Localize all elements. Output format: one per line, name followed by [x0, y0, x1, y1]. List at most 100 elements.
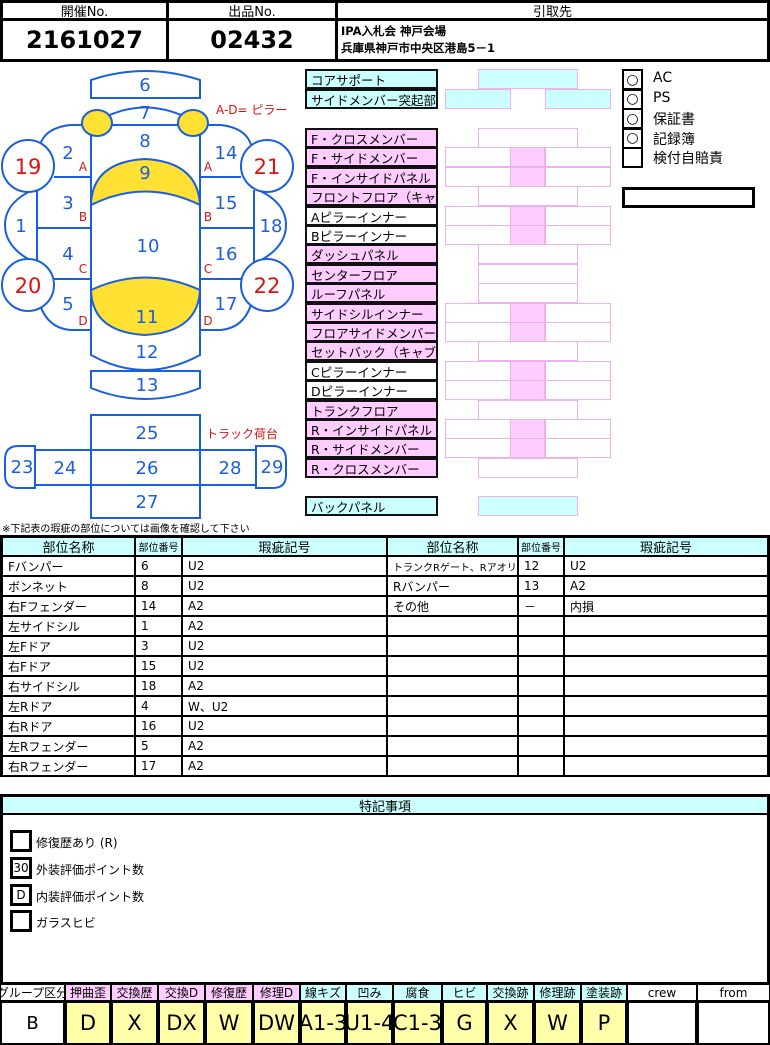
- notes-checkbox[interactable]: 30: [10, 857, 32, 879]
- part-number-8[interactable]: 8: [139, 131, 150, 152]
- part-number-9[interactable]: 9: [139, 163, 150, 184]
- frame-box-left[interactable]: [445, 419, 511, 439]
- equipment-extra-field[interactable]: [622, 187, 755, 208]
- part-number-21[interactable]: 21: [254, 155, 281, 179]
- frame-box-center[interactable]: [478, 400, 578, 420]
- frame-box-middle[interactable]: [510, 167, 545, 187]
- frame-box-center[interactable]: [478, 244, 578, 264]
- notes-checkbox[interactable]: D: [10, 884, 32, 906]
- truck-bed: [90, 414, 201, 519]
- frame-box-right[interactable]: [545, 419, 611, 439]
- frame-box-center[interactable]: [478, 264, 578, 284]
- part-number-2[interactable]: 2: [62, 143, 73, 164]
- part-number-29[interactable]: 29: [261, 457, 284, 478]
- legend-header: グループ区分: [0, 982, 65, 1001]
- part-number-23[interactable]: 23: [11, 457, 34, 478]
- frame-label-9: サイドシルインナー: [305, 303, 438, 323]
- part-number-5[interactable]: 5: [62, 294, 73, 315]
- part-number-27[interactable]: 27: [136, 492, 159, 513]
- part-number-10[interactable]: 10: [137, 236, 160, 257]
- part-number-17[interactable]: 17: [215, 294, 238, 315]
- damage-part-number: 15: [135, 656, 182, 676]
- part-number-25[interactable]: 25: [136, 423, 159, 444]
- frame-box-right[interactable]: [545, 322, 611, 342]
- frame-box-center[interactable]: [478, 128, 578, 148]
- part-number-24[interactable]: 24: [54, 458, 77, 479]
- part-number-1[interactable]: 1: [15, 216, 26, 237]
- part-number-20[interactable]: 20: [15, 274, 42, 298]
- part-number-14[interactable]: 14: [215, 143, 238, 164]
- frame-box-center[interactable]: [478, 283, 578, 303]
- damage-part-number: [518, 656, 564, 676]
- frame-box-left[interactable]: [445, 206, 511, 226]
- part-number-12[interactable]: 12: [136, 342, 159, 363]
- part-number-3[interactable]: 3: [62, 193, 73, 214]
- frame-box-left[interactable]: [445, 322, 511, 342]
- pickup-address: IPA入札会 神戸会場 兵庫県神戸市中央区港島5－1: [341, 23, 495, 57]
- notes-checkbox[interactable]: [10, 830, 32, 852]
- frame-box-middle[interactable]: [510, 225, 545, 245]
- part-number-11[interactable]: 11: [136, 307, 159, 328]
- part-number-26[interactable]: 26: [136, 458, 159, 479]
- part-number-6[interactable]: 6: [139, 75, 150, 96]
- frame-box-left[interactable]: [445, 380, 511, 400]
- frame-box-right[interactable]: [545, 206, 611, 226]
- frame-box-left[interactable]: [445, 147, 511, 167]
- damage-part-name: [387, 616, 518, 636]
- frame-box-side-member-left[interactable]: [445, 89, 511, 109]
- frame-box-right[interactable]: [545, 167, 611, 187]
- equipment-checkbox[interactable]: ○: [622, 127, 643, 149]
- frame-box-left[interactable]: [445, 167, 511, 187]
- frame-box-core-support[interactable]: [478, 69, 578, 89]
- equipment-checkbox[interactable]: ○: [622, 88, 643, 110]
- frame-label-11: セットバック（キャブ背）: [305, 341, 438, 361]
- damage-code: U2: [182, 576, 387, 596]
- frame-box-middle[interactable]: [510, 147, 545, 167]
- frame-box-left[interactable]: [445, 438, 511, 458]
- frame-box-center[interactable]: [478, 341, 578, 361]
- part-number-13[interactable]: 13: [136, 375, 159, 396]
- part-number-16[interactable]: 16: [215, 244, 238, 265]
- frame-box-left[interactable]: [445, 361, 511, 381]
- frame-box-middle[interactable]: [510, 303, 545, 323]
- part-number-4[interactable]: 4: [62, 244, 73, 265]
- part-number-22[interactable]: 22: [254, 274, 281, 298]
- frame-box-right[interactable]: [545, 380, 611, 400]
- damage-table-header: 部位名称: [387, 537, 518, 556]
- frame-box-middle[interactable]: [510, 361, 545, 381]
- legend-header: 修理跡: [534, 982, 581, 1001]
- frame-box-left[interactable]: [445, 303, 511, 323]
- equipment-checkbox[interactable]: [622, 147, 643, 168]
- frame-box-middle[interactable]: [510, 438, 545, 458]
- frame-box-right[interactable]: [545, 303, 611, 323]
- part-number-7[interactable]: 7: [139, 103, 150, 124]
- lot-no-label: 出品No.: [169, 3, 338, 21]
- equipment-checkbox[interactable]: ○: [622, 108, 643, 129]
- frame-box-right[interactable]: [545, 225, 611, 245]
- part-number-19[interactable]: 19: [15, 155, 42, 179]
- legend-header: 線キズ: [300, 982, 346, 1001]
- frame-box-right[interactable]: [545, 361, 611, 381]
- frame-label-3: フロントフロア（キャブ床）: [305, 186, 438, 206]
- frame-label-13: Dピラーインナー: [305, 380, 438, 400]
- frame-box-middle[interactable]: [510, 419, 545, 439]
- frame-box-side-member-right[interactable]: [545, 89, 611, 109]
- frame-box-middle[interactable]: [510, 322, 545, 342]
- frame-box-center[interactable]: [478, 186, 578, 206]
- pillar-label-C: C: [204, 262, 212, 276]
- frame-box-middle[interactable]: [510, 380, 545, 400]
- part-number-28[interactable]: 28: [219, 458, 242, 479]
- frame-box-center[interactable]: [478, 458, 578, 478]
- frame-box-middle[interactable]: [510, 206, 545, 226]
- damage-table-header: 部位番号: [135, 537, 182, 556]
- frame-box-right[interactable]: [545, 147, 611, 167]
- damage-part-number: 6: [135, 556, 182, 576]
- frame-box-right[interactable]: [545, 438, 611, 458]
- notes-checkbox[interactable]: [10, 910, 32, 932]
- legend-value: [697, 1001, 770, 1045]
- frame-box-back-panel[interactable]: [478, 496, 578, 516]
- equipment-checkbox[interactable]: ○: [622, 69, 643, 90]
- part-number-18[interactable]: 18: [260, 216, 283, 237]
- part-number-15[interactable]: 15: [215, 193, 238, 214]
- frame-box-left[interactable]: [445, 225, 511, 245]
